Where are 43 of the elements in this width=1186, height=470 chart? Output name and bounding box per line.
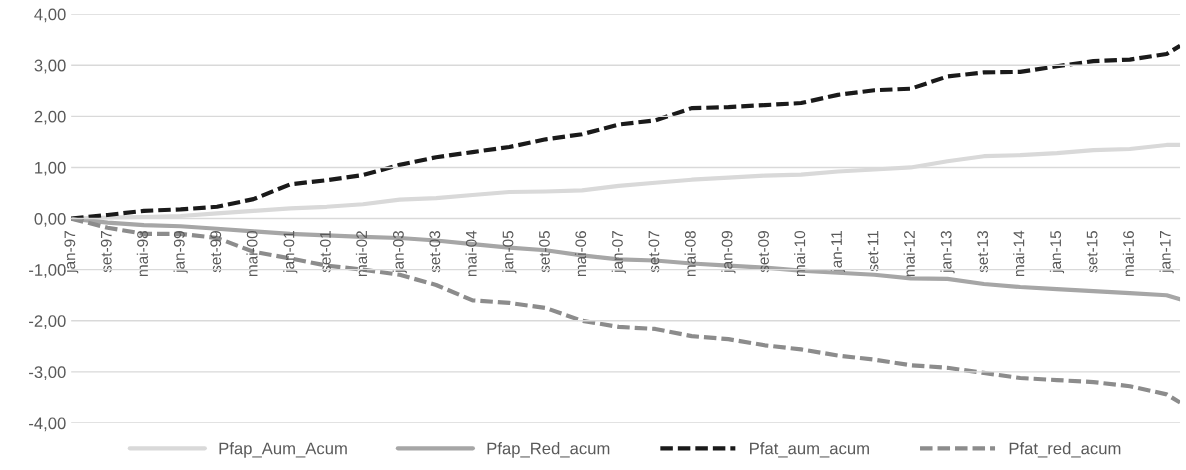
x-tick-label: mai-14	[1013, 230, 1025, 277]
x-tick-label: mai-12	[903, 231, 915, 277]
x-tick-label: jan-09	[721, 231, 736, 274]
x-tick-label: mai-10	[794, 230, 806, 277]
x-tick-label: mai-04	[465, 230, 477, 277]
legend-label: Pfap_Red_acum	[487, 442, 610, 458]
x-tick-label: set-15	[1086, 230, 1098, 273]
x-tick-label: set-01	[319, 231, 331, 273]
x-tick-label: jan-13	[940, 231, 955, 274]
x-tick-label: mai-02	[355, 231, 368, 277]
y-tick-label: 4,00	[34, 8, 66, 23]
y-tick-label: 0,00	[34, 212, 66, 227]
x-tick-label: mai-08	[684, 231, 696, 277]
x-tick-label: jan-03	[392, 231, 407, 274]
x-tick-label: mai-06	[574, 231, 587, 277]
x-tick-label: set-97	[100, 231, 112, 273]
x-tick-label: set-11	[867, 231, 879, 272]
y-tick-label: -1,00	[29, 264, 66, 278]
y-tick-label: -2,00	[29, 315, 66, 329]
legend-label: Pfat_red_acum	[1009, 442, 1121, 458]
y-tick-label: 1,00	[35, 161, 66, 176]
legend-label: Pfap_Aum_Acum	[219, 442, 347, 458]
x-tick-label: jan-99	[173, 231, 188, 274]
x-tick-label: set-05	[539, 230, 550, 273]
x-tick-label: set-99	[210, 231, 222, 273]
line-series	[71, 43, 1181, 221]
x-tick-label: jan-01	[283, 231, 298, 274]
x-tick-label: jan-17	[1159, 231, 1174, 274]
y-tick-label: 3,00	[34, 59, 66, 74]
legend-label: Pfat_aum_acum	[750, 442, 869, 458]
x-tick-label: jan-97	[64, 231, 79, 274]
x-tick-label: set-07	[648, 231, 660, 273]
x-tick-label: mai-00	[246, 230, 258, 277]
x-tick-label: jan-07	[611, 231, 626, 274]
x-tick-label: jan-05	[502, 230, 517, 274]
x-tick-label: set-09	[758, 231, 769, 273]
y-tick-label: -3,00	[29, 366, 66, 381]
y-tick-label: -4,00	[29, 417, 66, 432]
y-tick-label: 2,00	[34, 110, 66, 125]
x-tick-label: mai-16	[1122, 231, 1134, 277]
x-tick-label: set-13	[977, 231, 989, 273]
x-tick-label: jan-15	[1049, 230, 1065, 274]
x-tick-label: set-03	[429, 231, 441, 273]
